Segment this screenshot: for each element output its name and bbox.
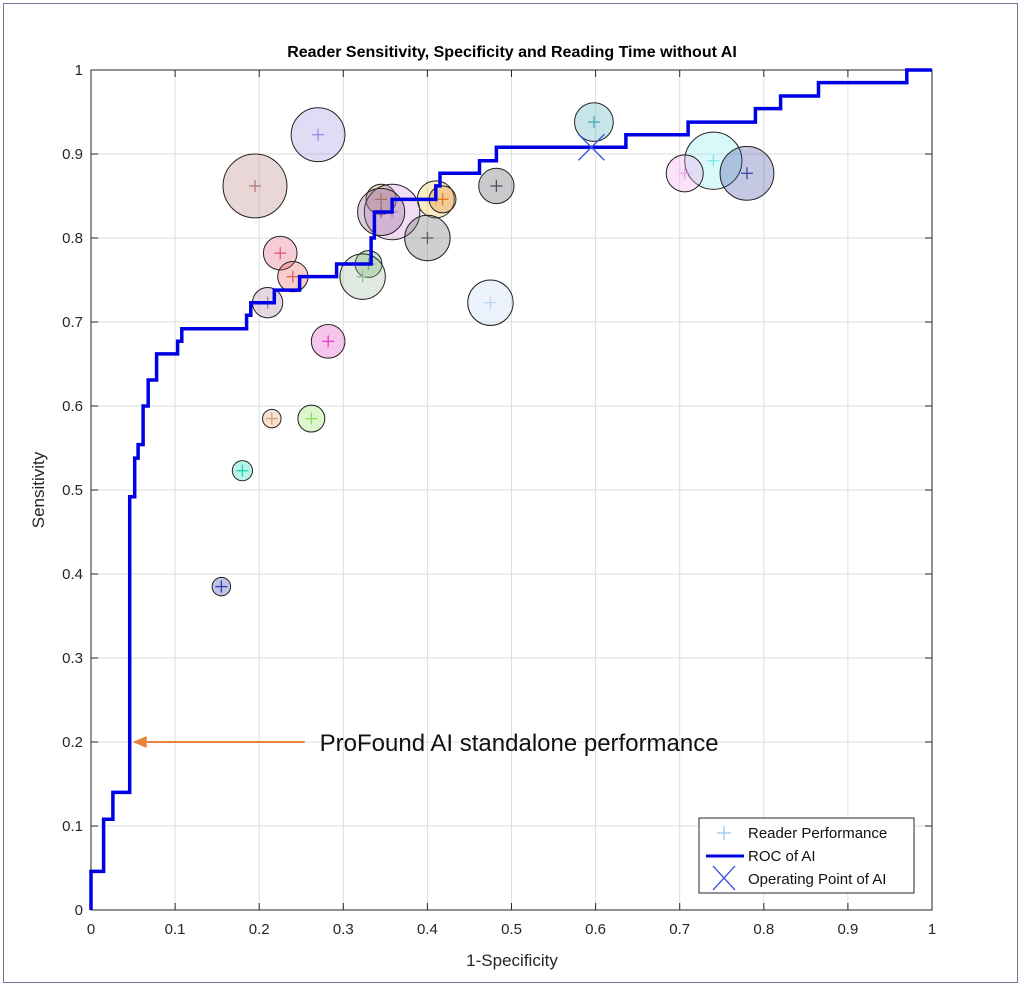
reader-point [322,335,335,348]
legend: Reader Performance ROC of AI Operating P… [698,817,915,894]
legend-op-icon [712,865,736,891]
reader-point [436,193,449,206]
chart-title: Reader Sensitivity, Specificity and Read… [287,44,737,61]
reader-point [236,464,249,477]
legend-op-label: Operating Point of AI [748,871,886,888]
reader-point [312,128,325,141]
x-tick-label: 0.7 [669,921,690,938]
y-tick-label: 0.4 [62,566,83,583]
reader-point [421,232,434,244]
grid [91,70,932,910]
reader-point [484,296,497,309]
x-axis-ticks: 0 0.1 0.2 0.3 0.4 0.5 0.6 0.7 0.8 0.9 1 [87,70,936,938]
y-tick-label: 0.9 [62,146,83,163]
roc-line [89,68,932,910]
legend-reader-icon [717,826,731,840]
annotation: ProFound AI standalone performance [132,730,719,757]
x-tick-label: 0.3 [333,921,354,938]
x-axis-label: 1-Specificity [466,951,558,970]
legend-roc-label: ROC of AI [748,848,816,865]
reader-point [265,412,278,425]
reader-point [286,270,299,283]
y-axis-label: Sensitivity [29,451,48,528]
reader-point [707,154,720,167]
x-tick-label: 0.9 [837,921,858,938]
x-tick-label: 0 [87,921,95,938]
y-tick-label: 0.3 [62,650,83,667]
y-tick-label: 0.1 [62,818,83,835]
y-tick-label: 0.2 [62,734,83,751]
x-tick-label: 0.4 [417,921,438,938]
operating-point-marker [577,133,605,161]
annotation-arrow-head [132,736,147,748]
x-tick-label: 0.2 [249,921,270,938]
reader-point [356,270,369,283]
reader-markers [211,102,775,597]
reader-point [305,412,318,425]
reader-point [248,179,261,192]
reader-point [587,116,600,129]
x-tick-label: 0.5 [501,921,522,938]
reader-point [375,193,388,206]
annotation-text: ProFound AI standalone performance [320,730,719,757]
y-tick-label: 0.5 [62,482,83,499]
y-axis-ticks: 0 0.1 0.2 0.3 0.4 0.5 0.6 0.7 0.8 0.9 1 [62,62,932,919]
y-tick-label: 1 [75,62,83,79]
x-tick-label: 1 [928,921,936,938]
x-tick-label: 0.6 [585,921,606,938]
reader-point [740,167,753,180]
y-tick-label: 0.6 [62,398,83,415]
reader-point [215,580,228,593]
reader-point [274,247,287,260]
y-tick-label: 0.7 [62,314,83,331]
x-tick-label: 0.8 [753,921,774,938]
reader-point [490,179,503,192]
y-tick-label: 0 [75,902,83,919]
legend-reader-label: Reader Performance [748,825,887,842]
reader-point [678,167,691,180]
x-tick-label: 0.1 [165,921,186,938]
y-tick-label: 0.8 [62,230,83,247]
